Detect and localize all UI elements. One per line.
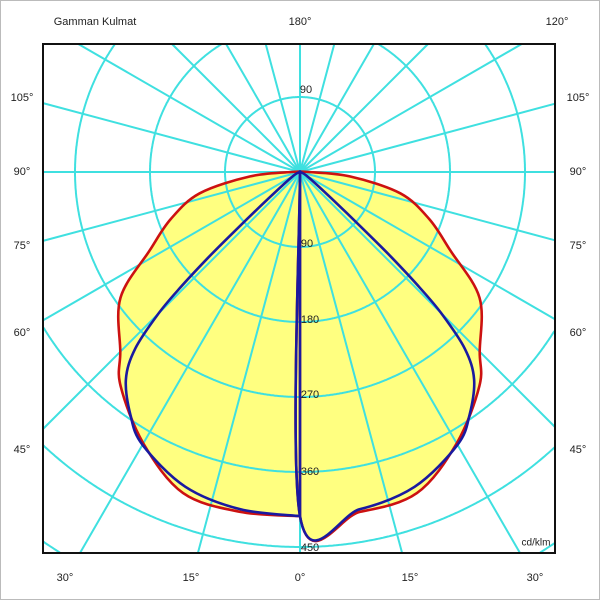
angle-label-left-0: 105°	[10, 92, 34, 104]
unit-label: cd/klm	[521, 537, 551, 549]
grid-radial-315	[42, 171, 301, 430]
grid-radial-330	[79, 171, 301, 554]
grid-radial-225	[171, 43, 301, 173]
ring-label-180: 180	[300, 314, 320, 326]
angle-label-left-1: 90°	[13, 166, 31, 178]
ring-label-450: 450	[300, 542, 320, 554]
grid-ring-270	[74, 43, 526, 398]
angle-label-top-1: 120°	[545, 16, 569, 28]
grid-ring-540	[42, 540, 556, 554]
ring-label-270: 270	[300, 389, 320, 401]
grid-radial-150	[299, 43, 375, 173]
chart-title: Gamman Kulmat	[53, 16, 137, 28]
angle-label-left-4: 45°	[13, 444, 31, 456]
grid-radial-75	[299, 171, 556, 242]
grid-radial-165	[299, 43, 336, 173]
angle-label-bottom-2: 0°	[294, 572, 306, 584]
series-curve-1	[124, 170, 476, 542]
angle-label-bottom-3: 15°	[401, 572, 419, 584]
angle-label-right-0: 105°	[566, 92, 590, 104]
angle-label-bottom-1: 15°	[182, 572, 200, 584]
angle-label-right-1: 90°	[569, 166, 587, 178]
angle-label-bottom-4: 30°	[526, 572, 544, 584]
angle-label-left-2: 75°	[13, 240, 31, 252]
grid-radial-15	[299, 171, 404, 554]
grid-radial-45	[299, 171, 556, 428]
ring-label-top: 90	[299, 84, 313, 96]
angle-label-left-3: 60°	[13, 327, 31, 339]
grid-radial-105	[299, 102, 556, 173]
angle-label-right-3: 60°	[569, 327, 587, 339]
grid-radial-240	[77, 43, 301, 173]
ring-label-360: 360	[300, 466, 320, 478]
grid-radial-345	[196, 171, 301, 554]
angle-label-bottom-0: 30°	[56, 572, 74, 584]
angle-label-right-2: 75°	[569, 240, 587, 252]
grid-radial-285	[42, 171, 301, 242]
grid-ring-360	[42, 327, 556, 473]
grid-radial-60	[299, 171, 556, 321]
plot-area	[42, 43, 556, 554]
grid-radial-255	[42, 102, 301, 173]
grid-ring-180	[149, 43, 451, 323]
grid-radial-135	[299, 43, 429, 173]
angle-label-right-4: 45°	[569, 444, 587, 456]
ring-label-90: 90	[300, 238, 314, 250]
grid-radial-30	[299, 171, 521, 554]
series-curve-0	[116, 170, 484, 543]
grid-radial-210	[225, 43, 301, 173]
plot-frame	[42, 43, 556, 554]
grid-radial-300	[42, 171, 301, 322]
grid-radial-195	[264, 43, 301, 173]
grid-radial-120	[299, 43, 523, 173]
angle-label-top-0: 180°	[288, 16, 312, 28]
grid-ring-450	[42, 444, 556, 548]
